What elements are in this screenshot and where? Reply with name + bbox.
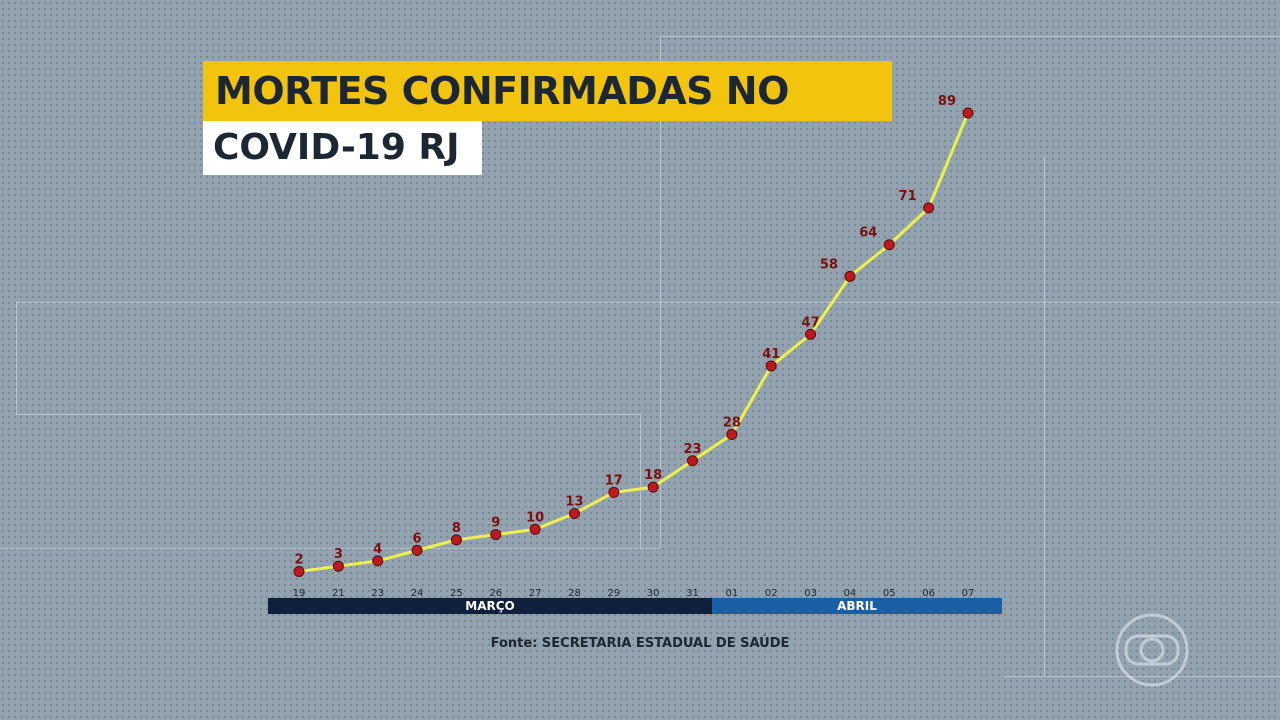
data-label: 64	[859, 226, 877, 241]
data-point	[568, 507, 580, 519]
source-note: Fonte: SECRETARIA ESTADUAL DE SAÚDE	[490, 636, 790, 651]
data-point	[608, 486, 620, 498]
data-label: 13	[565, 494, 583, 509]
data-point	[765, 360, 777, 372]
data-point	[293, 565, 305, 577]
data-point	[529, 523, 541, 535]
x-tick-label: 21	[332, 588, 345, 599]
globo-logo-icon	[1115, 613, 1189, 687]
x-tick-label: 02	[765, 588, 778, 599]
x-tick-label: 28	[568, 588, 581, 599]
chart-subtitle: COVID-19 RJ	[203, 121, 482, 175]
data-label: 89	[938, 94, 956, 109]
data-point	[923, 202, 935, 214]
x-tick-label: 07	[962, 588, 975, 599]
data-label: 2	[294, 552, 303, 567]
data-point	[844, 270, 856, 282]
data-label: 28	[723, 415, 741, 430]
x-tick-label: 04	[844, 588, 857, 599]
x-tick-label: 23	[371, 588, 384, 599]
data-label: 71	[899, 189, 917, 204]
data-label: 4	[373, 542, 382, 557]
data-label: 10	[526, 510, 544, 525]
data-label: 3	[334, 547, 343, 562]
x-tick-label: 24	[411, 588, 424, 599]
series-line	[298, 112, 970, 573]
data-point	[726, 428, 738, 440]
x-tick-label: 25	[450, 588, 463, 599]
data-point	[332, 560, 344, 572]
data-label: 23	[683, 442, 701, 457]
data-label: 6	[413, 531, 422, 546]
x-tick-label: 31	[686, 588, 699, 599]
month-bar-marco: MARÇO	[268, 598, 712, 614]
data-point	[372, 555, 384, 567]
x-tick-label: 29	[607, 588, 620, 599]
data-point	[647, 481, 659, 493]
x-tick-label: 03	[804, 588, 817, 599]
x-tick-label: 06	[922, 588, 935, 599]
data-label: 18	[644, 468, 662, 483]
data-point	[962, 107, 974, 119]
x-tick-label: 01	[726, 588, 739, 599]
data-point	[805, 328, 817, 340]
data-label: 9	[491, 516, 500, 531]
x-tick-label: 27	[529, 588, 542, 599]
data-label: 17	[605, 473, 623, 488]
data-label: 58	[820, 257, 838, 272]
data-label: 41	[762, 347, 780, 362]
data-point	[450, 534, 462, 546]
data-point	[883, 239, 895, 251]
data-label: 47	[802, 315, 820, 330]
month-bar-abril: ABRIL	[712, 598, 1002, 614]
data-point	[490, 529, 502, 541]
x-tick-label: 19	[293, 588, 306, 599]
x-tick-label: 26	[489, 588, 502, 599]
x-tick-label: 30	[647, 588, 660, 599]
data-point	[687, 455, 699, 467]
data-label: 8	[452, 521, 461, 536]
data-point	[411, 544, 423, 556]
x-tick-label: 05	[883, 588, 896, 599]
